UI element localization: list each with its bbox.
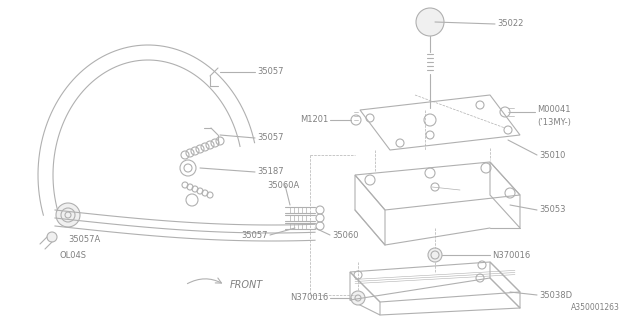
Text: N370016: N370016	[290, 293, 328, 302]
Circle shape	[47, 232, 57, 242]
Text: 35022: 35022	[497, 20, 524, 28]
Circle shape	[428, 248, 442, 262]
Text: 35057: 35057	[257, 68, 284, 76]
Text: (’13MY-): (’13MY-)	[537, 117, 571, 126]
Text: 35057: 35057	[241, 230, 268, 239]
Text: 35010: 35010	[539, 150, 565, 159]
Text: M1201: M1201	[300, 116, 328, 124]
Text: 35057: 35057	[257, 133, 284, 142]
Circle shape	[416, 8, 444, 36]
Circle shape	[56, 203, 80, 227]
Text: 35187: 35187	[257, 167, 284, 177]
Text: N370016: N370016	[492, 251, 531, 260]
Text: 35038D: 35038D	[539, 291, 572, 300]
Text: 35057A: 35057A	[68, 236, 100, 244]
Text: FRONT: FRONT	[230, 280, 263, 290]
Text: OL04S: OL04S	[60, 252, 87, 260]
Text: 35053: 35053	[539, 205, 566, 214]
Text: M00041: M00041	[537, 106, 570, 115]
Text: 35060: 35060	[332, 230, 358, 239]
Text: A350001263: A350001263	[571, 303, 620, 312]
Circle shape	[351, 291, 365, 305]
Text: 35060A: 35060A	[267, 180, 300, 189]
